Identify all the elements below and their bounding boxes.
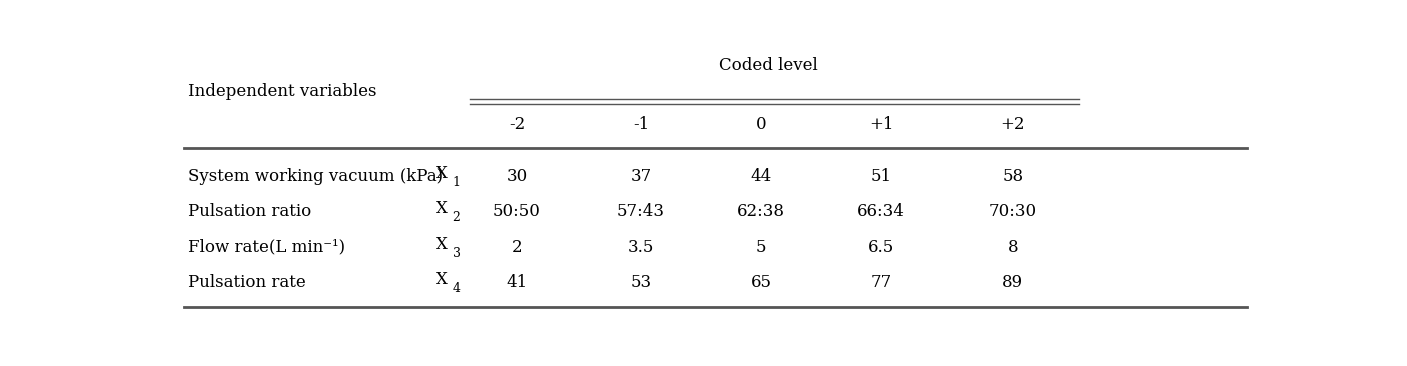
Text: -2: -2 [509,116,525,133]
Text: 58: 58 [1002,168,1023,185]
Text: 5: 5 [756,239,767,256]
Text: 2: 2 [453,212,460,224]
Text: 50:50: 50:50 [492,203,540,220]
Text: 41: 41 [507,274,528,291]
Text: 30: 30 [507,168,528,185]
Text: Pulsation ratio: Pulsation ratio [187,203,311,220]
Text: 89: 89 [1002,274,1023,291]
Text: +1: +1 [870,116,893,133]
Text: System working vacuum (kPa): System working vacuum (kPa) [187,168,443,185]
Text: 3: 3 [453,247,460,260]
Text: Flow rate(L min⁻¹): Flow rate(L min⁻¹) [187,239,345,256]
Text: 8: 8 [1007,239,1019,256]
Text: Independent variables: Independent variables [187,83,376,100]
Text: 0: 0 [756,116,767,133]
Text: 65: 65 [750,274,771,291]
Text: 57:43: 57:43 [616,203,666,220]
Text: X: X [436,271,447,288]
Text: Coded level: Coded level [719,57,817,74]
Text: 53: 53 [630,274,651,291]
Text: X: X [436,200,447,217]
Text: 6.5: 6.5 [868,239,895,256]
Text: 70:30: 70:30 [989,203,1037,220]
Text: 1: 1 [453,176,460,189]
Text: Pulsation rate: Pulsation rate [187,274,305,291]
Text: X: X [436,236,447,253]
Text: 3.5: 3.5 [628,239,654,256]
Text: 62:38: 62:38 [737,203,785,220]
Text: 2: 2 [512,239,522,256]
Text: 4: 4 [453,282,460,295]
Text: 44: 44 [750,168,771,185]
Text: 51: 51 [871,168,892,185]
Text: 77: 77 [871,274,892,291]
Text: 37: 37 [630,168,651,185]
Text: X: X [436,165,447,182]
Text: 66:34: 66:34 [857,203,905,220]
Text: -1: -1 [633,116,649,133]
Text: +2: +2 [1000,116,1026,133]
